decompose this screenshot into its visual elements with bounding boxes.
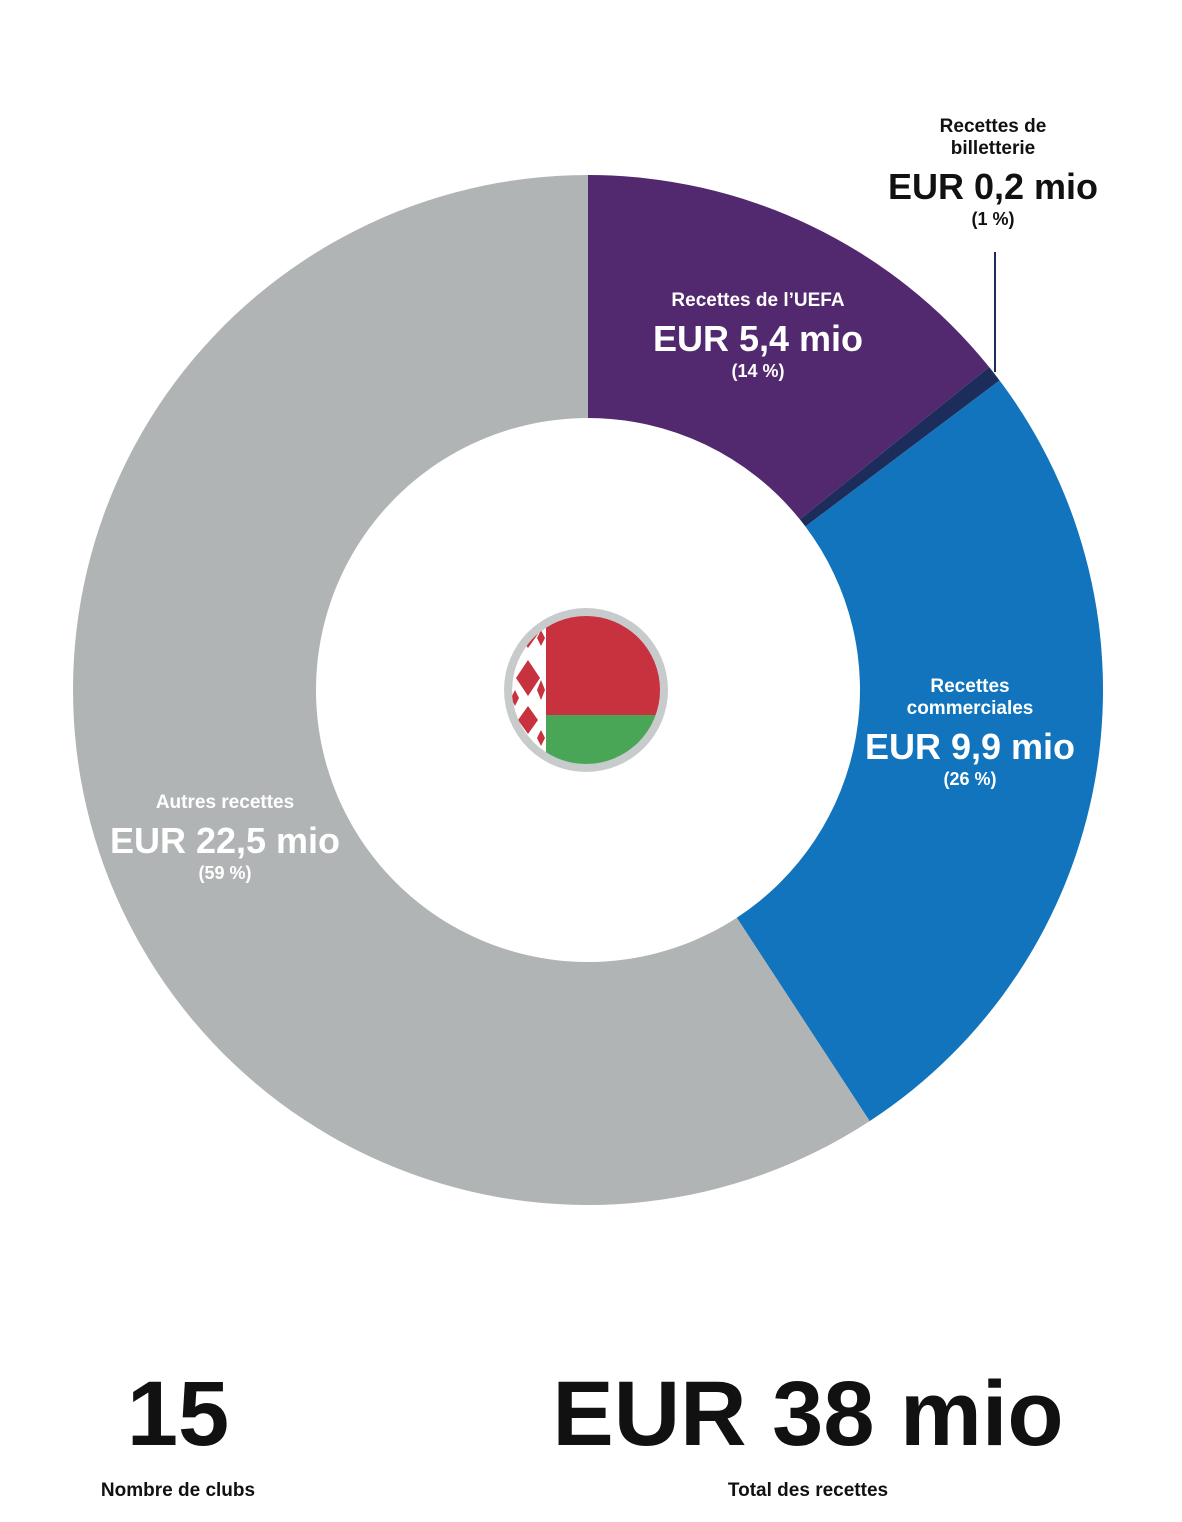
- value-label: EUR 0,2 mio: [887, 165, 1099, 207]
- total-value: EUR 38 mio: [552, 1363, 1064, 1465]
- slice: [799, 367, 1000, 527]
- value-label: EUR 9,9 mio: [864, 725, 1076, 767]
- clubs-stat: 15 Nombre de clubs: [60, 1368, 296, 1502]
- slice-label: Recettes commerciales EUR 9,9 mio (26 %): [770, 676, 1170, 790]
- category-label: Recettes de billetterie: [939, 116, 1047, 159]
- slice: [736, 380, 1103, 1122]
- slice: [73, 175, 870, 1205]
- flag: [504, 608, 668, 772]
- total-stat: EUR 38 mio Total des recettes: [508, 1368, 1108, 1502]
- percent-label: (59 %): [198, 863, 252, 884]
- total-caption: Total des recettes: [727, 1480, 889, 1501]
- slice-label: Recettes de l’UEFA EUR 5,4 mio (14 %): [558, 290, 958, 382]
- percent-label: (26 %): [943, 769, 997, 790]
- clubs-caption: Nombre de clubs: [100, 1480, 256, 1501]
- percent-label: (14 %): [731, 361, 785, 382]
- value-label: EUR 5,4 mio: [652, 317, 864, 359]
- category-label: Autres recettes: [155, 792, 295, 813]
- percent-label: (1 %): [971, 209, 1015, 230]
- slice: [588, 175, 990, 520]
- category-label: Recettes de l’UEFA: [671, 290, 845, 311]
- slices: [73, 175, 1103, 1205]
- value-label: EUR 22,5 mio: [109, 819, 341, 861]
- slice-label: Recettes de billetterie EUR 0,2 mio (1 %): [793, 116, 1182, 230]
- slice-label: Autres recettes EUR 22,5 mio (59 %): [25, 792, 425, 884]
- category-label: Recettes commerciales: [906, 676, 1034, 719]
- clubs-value: 15: [126, 1363, 230, 1465]
